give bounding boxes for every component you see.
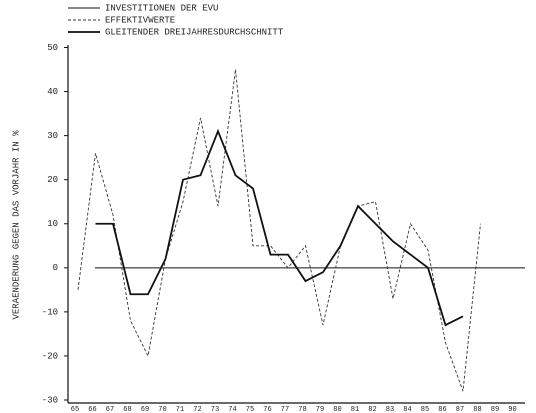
x-tick-label: 68 (123, 406, 131, 413)
x-tick-label: 87 (456, 406, 464, 413)
y-tick-label: -10 (42, 307, 58, 317)
y-tick-label: -30 (42, 395, 58, 405)
x-tick-label: 90 (508, 406, 516, 413)
x-tick-label: 66 (88, 406, 96, 413)
x-tick-label: 71 (176, 406, 184, 413)
y-tick-label: 20 (47, 175, 58, 185)
x-tick-label: 77 (281, 406, 289, 413)
x-tick-label: 67 (106, 406, 114, 413)
x-tick-label: 79 (316, 406, 324, 413)
series-line (77, 69, 481, 392)
y-tick-label: 10 (47, 219, 58, 229)
x-tick-label: 81 (351, 406, 359, 413)
x-tick-label: 75 (246, 406, 254, 413)
chart-title: INVESTITIONEN DER EVU (105, 3, 218, 13)
legend-label: EFFEKTIVWERTE (105, 15, 175, 25)
legend-label: GLEITENDER DREIJAHRESDURCHSCHNITT (105, 27, 284, 37)
y-tick-label: 50 (47, 43, 58, 53)
y-tick-label: -20 (42, 351, 58, 361)
x-tick-label: 70 (158, 406, 166, 413)
x-tick-label: 74 (228, 406, 236, 413)
x-tick-label: 84 (403, 406, 411, 413)
y-tick-label: 30 (47, 131, 58, 141)
x-tick-label: 85 (421, 406, 429, 413)
x-tick-label: 73 (211, 406, 219, 413)
x-tick-label: 82 (368, 406, 376, 413)
x-tick-label: 83 (386, 406, 394, 413)
x-tick-label: 80 (333, 406, 341, 413)
x-tick-label: 86 (438, 406, 446, 413)
x-tick-label: 88 (473, 406, 481, 413)
series-line (95, 128, 464, 327)
x-tick-label: 76 (263, 406, 271, 413)
x-tick-label: 78 (298, 406, 306, 413)
x-tick-label: 65 (71, 406, 79, 413)
x-tick-label: 72 (193, 406, 201, 413)
y-tick-label: 40 (47, 87, 58, 97)
x-tick-label: 69 (141, 406, 149, 413)
x-tick-label: 89 (491, 406, 499, 413)
y-axis-label: VERAENDERUNG GEGEN DAS VORJAHR IN % (11, 130, 21, 320)
y-tick-label: 0 (53, 263, 58, 273)
